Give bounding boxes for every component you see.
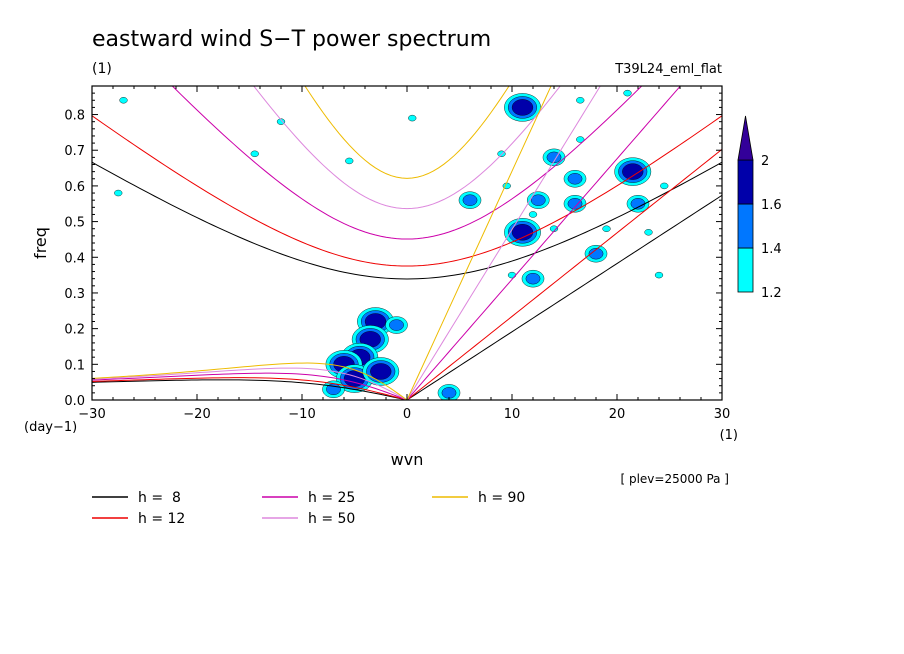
colorbar-label: 1.4 bbox=[761, 242, 782, 257]
x-axis: −30 −20 −10 0 10 20 30 bbox=[78, 86, 730, 422]
x-tick-label: 0 bbox=[403, 407, 411, 422]
y-axis-label: freq bbox=[31, 227, 50, 259]
colorbar-label: 2 bbox=[761, 154, 769, 169]
contour-blob bbox=[462, 194, 478, 206]
contour-blob bbox=[654, 271, 664, 279]
y-tick-label: 0.6 bbox=[64, 180, 85, 195]
gravity-wave-curve bbox=[253, 86, 561, 210]
y-tick-label: 0.0 bbox=[64, 394, 85, 409]
plot-frame bbox=[91, 85, 723, 401]
legend-label: h = 12 bbox=[138, 511, 185, 527]
colorbar-label: 1.6 bbox=[761, 198, 782, 213]
y-tick-label: 0.2 bbox=[64, 323, 85, 338]
kelvin-wave-curve bbox=[406, 86, 601, 400]
y-tick-label: 0.8 bbox=[64, 109, 85, 124]
contour-blob bbox=[507, 271, 517, 279]
contour-blob bbox=[576, 97, 585, 104]
y-tick-label: 0.5 bbox=[64, 216, 85, 231]
contour-blob bbox=[588, 248, 604, 260]
rossby-wave-curve bbox=[92, 372, 408, 400]
y-tick-label: 0.3 bbox=[64, 287, 85, 302]
contour-blob bbox=[114, 189, 123, 197]
rossby-wave-curve bbox=[92, 367, 408, 400]
contour-blob bbox=[567, 173, 583, 185]
x-axis-label: wvn bbox=[391, 450, 424, 469]
colorbar-label: 1.2 bbox=[761, 286, 782, 301]
rossby-wave-curve bbox=[92, 377, 408, 400]
gravity-wave-curve bbox=[304, 86, 510, 179]
dispersion-curves bbox=[92, 86, 722, 400]
y-unit: (day−1) bbox=[24, 420, 77, 435]
kelvin-wave-curve bbox=[406, 86, 552, 400]
contour-blob bbox=[622, 163, 644, 180]
x-tick-label: 30 bbox=[714, 407, 731, 422]
x-tick-label: −30 bbox=[78, 407, 105, 422]
contour-blob bbox=[370, 363, 392, 380]
y-tick-label: 0.7 bbox=[64, 144, 85, 159]
contour-blob bbox=[119, 97, 128, 104]
y-tick-label: 0.4 bbox=[64, 251, 85, 266]
rossby-wave-curve bbox=[92, 362, 408, 400]
contour-blob bbox=[408, 114, 417, 122]
legend-label: h = 90 bbox=[478, 490, 525, 506]
contour-blob bbox=[389, 319, 404, 331]
legend-label: h = 8 bbox=[138, 490, 181, 506]
contour-blob bbox=[345, 157, 354, 165]
contour-blob bbox=[644, 229, 653, 236]
x-tick-label: 20 bbox=[609, 407, 626, 422]
legend: h = 8 h = 12 h = 25 h = 50 h = 90 bbox=[92, 490, 525, 527]
x-unit: (1) bbox=[720, 428, 738, 443]
x-tick-label: −20 bbox=[183, 407, 210, 422]
chart-title: eastward wind S−T power spectrum bbox=[92, 27, 491, 52]
kelvin-wave-curve bbox=[406, 86, 682, 400]
contour-blob bbox=[525, 272, 541, 285]
x-tick-label: −10 bbox=[288, 407, 315, 422]
legend-label: h = 25 bbox=[308, 490, 355, 506]
contour-blob bbox=[623, 89, 632, 97]
contour-blob bbox=[530, 194, 546, 206]
kelvin-wave-curve bbox=[406, 194, 722, 400]
contour-blob bbox=[567, 198, 583, 210]
contour-fill-layer bbox=[114, 89, 669, 400]
title-unit: (1) bbox=[92, 61, 112, 77]
contour-blob bbox=[602, 225, 611, 232]
run-label: T39L24_eml_flat bbox=[614, 62, 722, 77]
colorbar: 1.2 1.4 1.6 2 bbox=[737, 115, 782, 301]
y-axis: 0.0 0.1 0.2 0.3 0.4 0.5 0.6 0.7 0.8 bbox=[64, 85, 722, 409]
gravity-wave-curve bbox=[92, 115, 722, 267]
contour-blob bbox=[276, 118, 286, 125]
contour-blob bbox=[528, 211, 538, 218]
contour-blob bbox=[511, 99, 534, 116]
y-tick-label: 0.1 bbox=[64, 358, 85, 373]
x-tick-label: 10 bbox=[504, 407, 521, 422]
contour-blob bbox=[441, 387, 457, 399]
colorbar-segment bbox=[737, 159, 754, 205]
level-note: [ plev=25000 Pa ] bbox=[620, 472, 729, 486]
contour-blob bbox=[250, 150, 259, 157]
kelvin-wave-curve bbox=[406, 148, 722, 400]
legend-label: h = 50 bbox=[308, 511, 355, 527]
contour-blob bbox=[660, 182, 669, 190]
gravity-wave-curve bbox=[92, 161, 722, 280]
colorbar-segment bbox=[737, 247, 754, 293]
contour-blob bbox=[576, 136, 585, 143]
gravity-wave-curve bbox=[171, 86, 643, 240]
colorbar-arrow bbox=[737, 115, 754, 161]
colorbar-segment bbox=[737, 203, 754, 249]
rossby-wave-curve bbox=[92, 379, 408, 400]
